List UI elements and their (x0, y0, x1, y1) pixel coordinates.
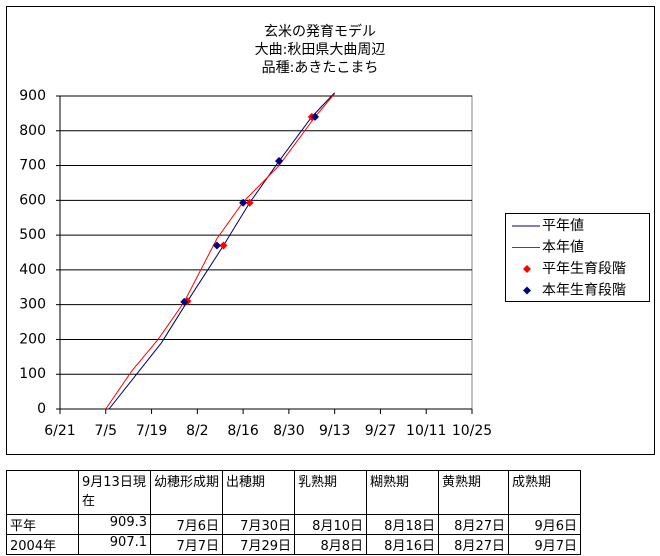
stage-point (275, 157, 284, 166)
plot-area (59, 95, 473, 410)
legend-label: 本年生育段階 (542, 283, 626, 299)
table-cell: 9月6日 (508, 514, 581, 535)
y-tick-label: 700 (19, 158, 46, 174)
table-cell: 9月7日 (508, 534, 581, 555)
table-row: 平年 909.3 7月6日 7月30日 8月10日 8月18日 8月27日 9月… (6, 514, 581, 535)
series-line (105, 93, 336, 410)
y-tick-label: 400 (19, 262, 46, 278)
table-cell: 成熟期 (508, 470, 581, 515)
table-cell: 7月29日 (222, 534, 295, 555)
legend-label: 平年生育段階 (542, 261, 626, 277)
x-tick-label: 7/19 (136, 423, 167, 439)
x-tick-label: 8/2 (186, 423, 209, 439)
summary-table: 9月13日現在 幼穂形成期 出穂期 乳熟期 糊熟期 黄熟期 成熟期 平年 909… (6, 470, 581, 555)
table-cell: 糊熟期 (366, 470, 439, 515)
x-tick-label: 9/13 (319, 423, 350, 439)
table-cell: 8月8日 (294, 534, 367, 555)
legend-box (505, 213, 650, 302)
y-tick-label: 500 (19, 227, 46, 243)
stage-point (239, 198, 248, 207)
legend-label: 本年値 (542, 240, 584, 256)
y-tick-label: 800 (19, 123, 46, 139)
x-tick-label: 8/16 (227, 423, 259, 439)
x-tick-label: 6/21 (44, 423, 75, 439)
legend-label: 平年値 (542, 218, 584, 234)
table-cell: 8月16日 (366, 534, 439, 555)
table-cell: 出穂期 (222, 470, 295, 515)
legend-marker (523, 265, 531, 273)
table-header: 9月13日現在 幼穂形成期 出穂期 乳熟期 糊熟期 黄熟期 成熟期 (6, 470, 581, 515)
y-tick-label: 200 (19, 331, 46, 347)
table-cell: 平年 (6, 514, 79, 535)
table-cell: 7月7日 (150, 534, 223, 555)
legend-marker (523, 286, 531, 295)
y-tick-label: 900 (19, 88, 46, 104)
chart-subtitle: 大曲:秋田県大曲周辺 (255, 42, 386, 58)
x-tick-label: 7/5 (95, 423, 118, 439)
table-cell: 8月18日 (366, 514, 439, 535)
stage-point (180, 297, 189, 306)
table-cell: 8月27日 (438, 514, 509, 535)
table-cell: 907.1 (78, 534, 151, 555)
table-cell: 幼穂形成期 (150, 470, 223, 515)
stage-point (219, 241, 228, 250)
chart-subtitle: 品種:あきたこまち (262, 60, 379, 76)
x-tick-label: 8/30 (273, 423, 304, 439)
y-tick-label: 0 (37, 401, 46, 417)
y-tick-label: 300 (19, 297, 46, 313)
stage-point (212, 241, 221, 250)
table-cell: 7月30日 (222, 514, 295, 535)
chart-title: 玄米の発育モデル (264, 23, 376, 40)
table-cell: 黄熟期 (438, 470, 509, 515)
table-cell: 乳熟期 (294, 470, 367, 515)
chart: 玄米の発育モデル 大曲:秋田県大曲周辺 品種:あきたこまち 0 100 200 300… (6, 6, 655, 455)
table-cell: 8月27日 (438, 534, 509, 555)
table-cell: 7月6日 (150, 514, 223, 535)
x-tick-label: 10/25 (452, 423, 492, 439)
stage-point (245, 198, 254, 207)
table-cell: 8月10日 (294, 514, 367, 535)
table-cell (6, 470, 79, 515)
table-cell: 9月13日現在 (78, 470, 151, 515)
x-tick-label: 10/11 (406, 423, 446, 439)
table-cell: 909.3 (78, 514, 151, 535)
x-tick-label: 9/27 (365, 423, 396, 439)
y-tick-label: 600 (19, 192, 46, 208)
table-row: 2004年 907.1 7月7日 7月29日 8月8日 8月16日 8月27日 … (6, 534, 581, 555)
stage-point (311, 112, 320, 121)
y-tick-label: 100 (19, 366, 46, 382)
table-cell: 2004年 (6, 534, 79, 555)
